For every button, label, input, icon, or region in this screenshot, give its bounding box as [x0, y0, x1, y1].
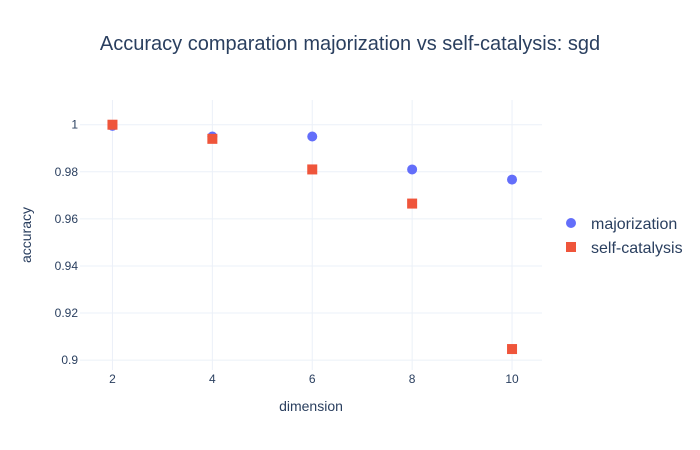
majorization-point [407, 164, 418, 175]
series-self-catalysis [107, 119, 518, 355]
self-catalysis-point [207, 133, 218, 144]
y-tick-label: 0.94 [55, 259, 79, 273]
x-tick-label: 10 [505, 372, 519, 386]
y-tick-label: 1 [71, 118, 78, 132]
legend-item-majorization[interactable]: majorization [566, 216, 677, 233]
legend-item-self-catalysis[interactable]: self-catalysis [566, 240, 683, 257]
self-catalysis-point [507, 344, 518, 355]
y-tick-label: 0.9 [61, 353, 78, 367]
x-axis-title: dimension [279, 398, 343, 414]
y-axis-title: accuracy [18, 207, 34, 263]
grid-layer [80, 100, 542, 370]
tick-layer: 2 4 6 8 10 0.9 0.92 0.94 0.96 0.98 1 [55, 118, 519, 386]
marker-layer [107, 119, 518, 355]
y-tick-label: 0.92 [55, 306, 79, 320]
self-catalysis-point [107, 119, 118, 130]
majorization-point [307, 131, 318, 142]
y-tick-label: 0.96 [55, 212, 79, 226]
self-catalysis-point [407, 198, 418, 209]
legend[interactable]: majorization self-catalysis [566, 216, 683, 257]
x-tick-label: 8 [409, 372, 416, 386]
majorization-point [507, 174, 518, 185]
y-tick-label: 0.98 [55, 165, 79, 179]
x-tick-label: 2 [109, 372, 116, 386]
legend-label: self-catalysis [591, 240, 683, 257]
x-tick-label: 6 [309, 372, 316, 386]
legend-circle-icon [566, 218, 576, 228]
legend-label: majorization [591, 216, 677, 233]
legend-square-icon [566, 242, 576, 252]
x-tick-label: 4 [209, 372, 216, 386]
self-catalysis-point [307, 164, 318, 175]
chart-title: Accuracy comparation majorization vs sel… [100, 33, 600, 55]
